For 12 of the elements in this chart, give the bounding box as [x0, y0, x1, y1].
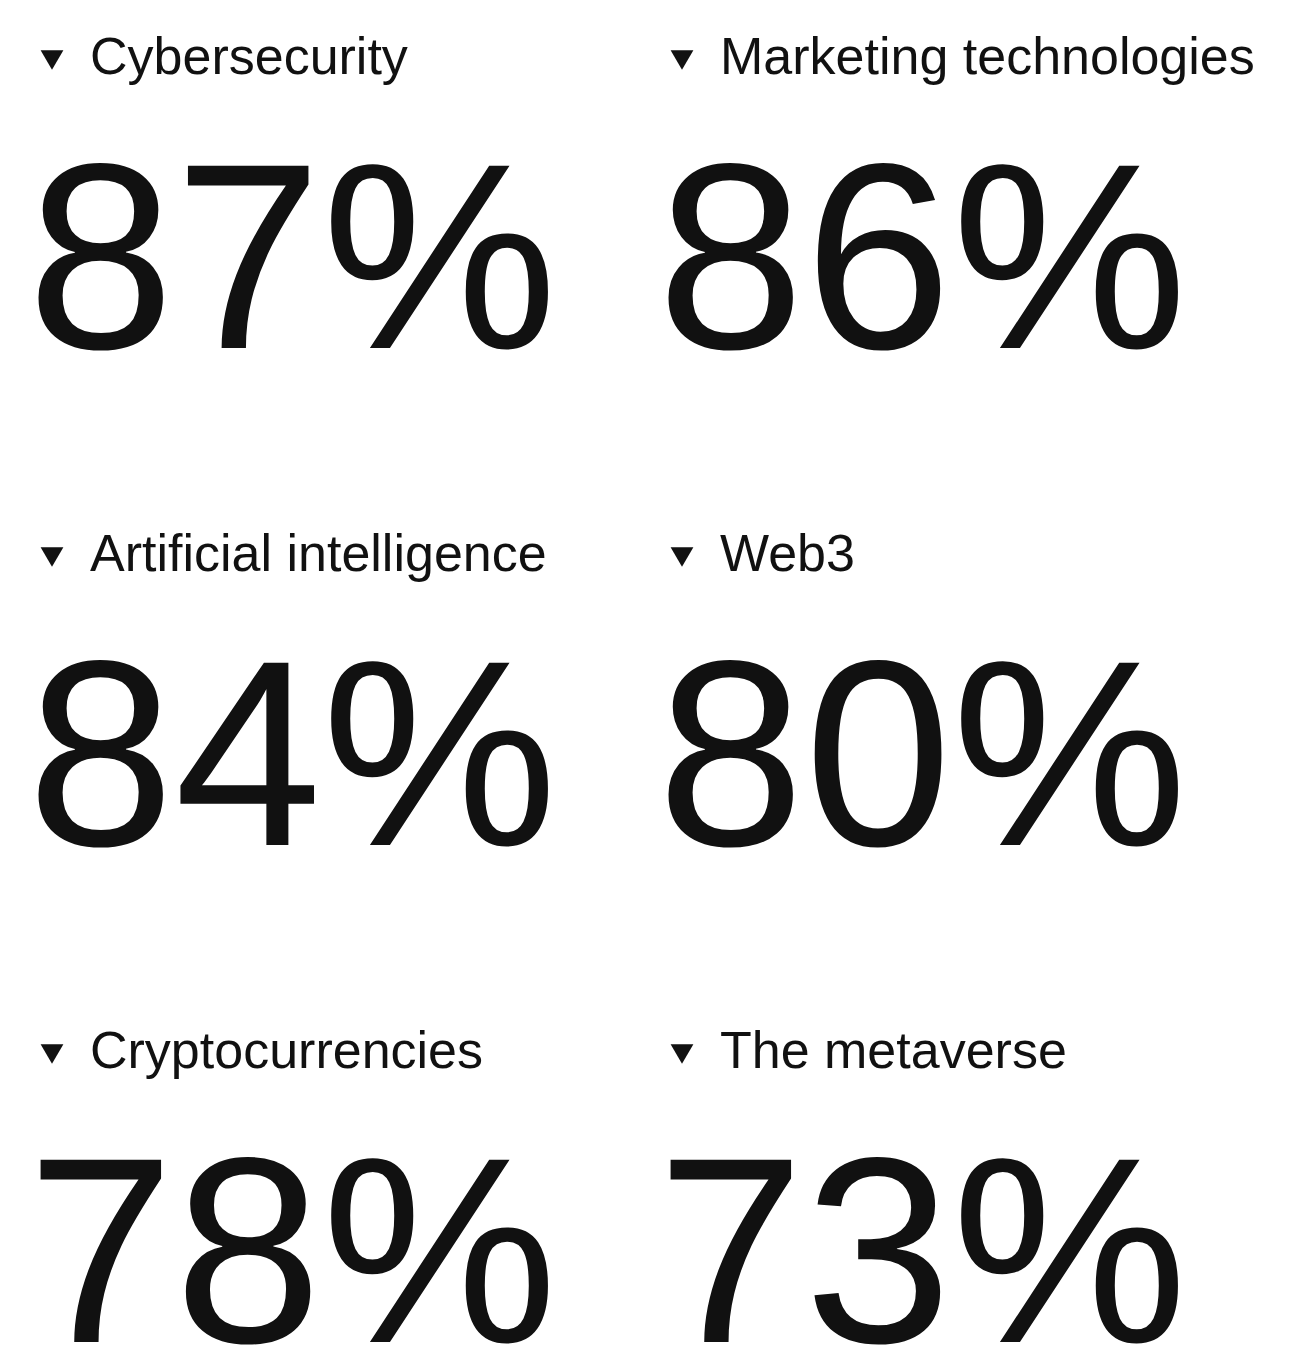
data-label: 78%	[27, 1102, 558, 1356]
category-label: Web3	[720, 524, 855, 582]
category-label: Cybersecurity	[90, 27, 408, 85]
data-label: 80%	[657, 605, 1188, 901]
data-label: 73%	[657, 1102, 1188, 1356]
category-label: The metaverse	[720, 1021, 1067, 1079]
category-label: Marketing technologies	[720, 27, 1255, 85]
category-label: Cryptocurrencies	[90, 1021, 484, 1079]
data-label: 86%	[657, 108, 1188, 404]
category-label: Artificial intelligence	[90, 524, 547, 582]
data-label: 84%	[27, 605, 558, 901]
data-label: 87%	[27, 108, 558, 404]
